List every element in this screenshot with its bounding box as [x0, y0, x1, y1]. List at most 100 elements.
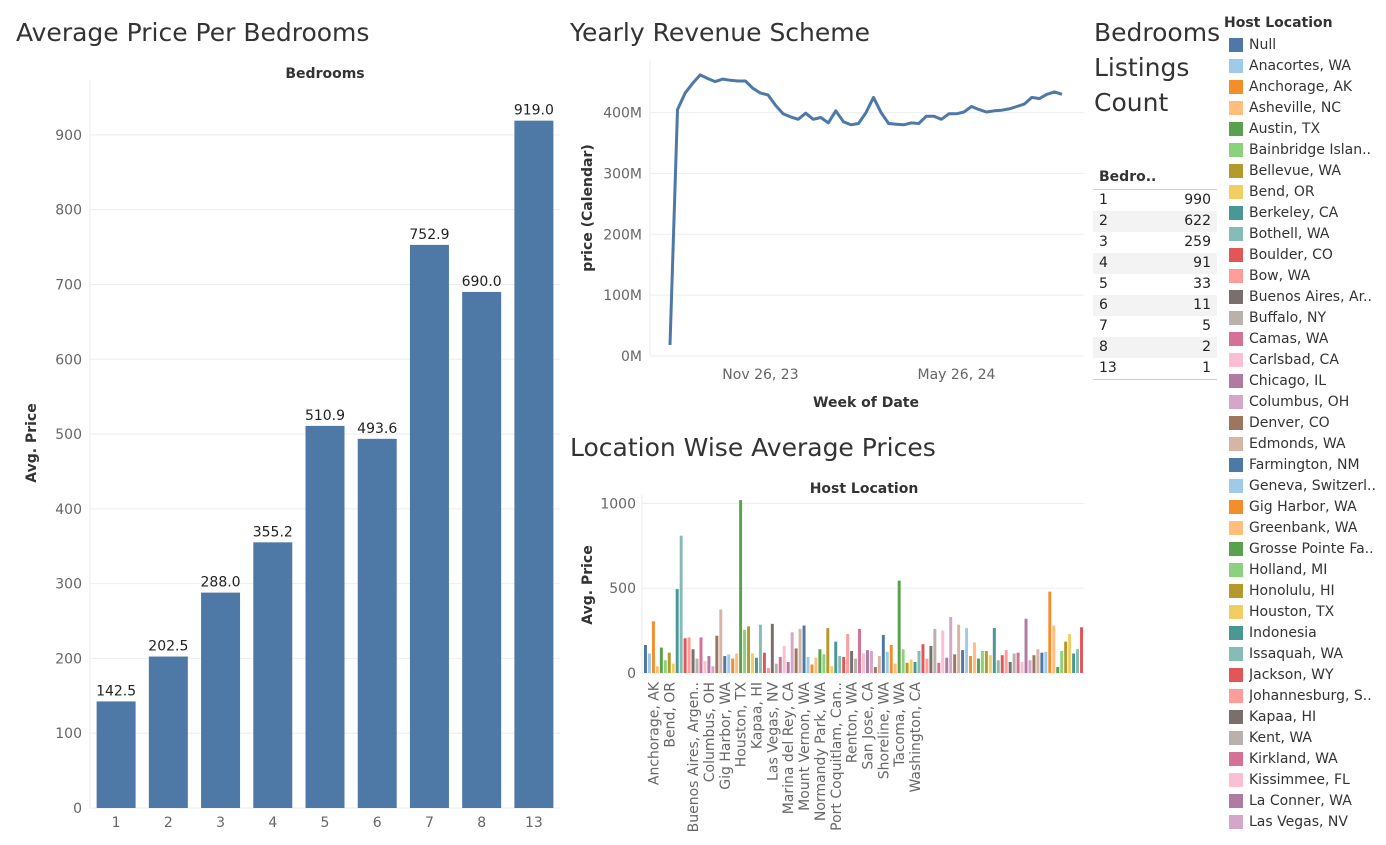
bar-bedrooms-7[interactable] [409, 244, 449, 808]
location-bar[interactable] [1052, 625, 1056, 673]
location-bar[interactable] [719, 609, 723, 673]
location-bar[interactable] [1064, 641, 1068, 673]
revenue-line-chart[interactable]: price (Calendar) Week of Date 0M 100M 200M… [560, 0, 1100, 420]
location-bar[interactable] [798, 628, 802, 673]
location-bar[interactable] [802, 625, 806, 673]
location-bar[interactable] [687, 637, 691, 673]
location-bar[interactable] [1016, 652, 1020, 673]
location-bar[interactable] [790, 632, 794, 673]
legend-item[interactable]: Columbus, OH [1224, 391, 1384, 412]
location-bar[interactable] [1056, 667, 1060, 673]
location-bar[interactable] [850, 650, 854, 673]
location-bar[interactable] [675, 589, 679, 673]
legend-item[interactable]: Boulder, CO [1224, 244, 1384, 265]
legend-item[interactable]: Bothell, WA [1224, 223, 1384, 244]
location-bar[interactable] [1072, 653, 1076, 673]
location-bar[interactable] [691, 649, 695, 673]
location-bar[interactable] [683, 638, 687, 673]
legend-item[interactable]: Null [1224, 34, 1384, 55]
location-bar[interactable] [980, 650, 984, 673]
location-bar[interactable] [889, 645, 893, 673]
location-bar[interactable] [822, 654, 826, 673]
location-bar-chart[interactable]: Host Location Avg. Price 0 500 1000 Anchor… [560, 465, 1100, 845]
legend-item[interactable]: Bellevue, WA [1224, 160, 1384, 181]
location-bar[interactable] [810, 664, 814, 673]
host-location-legend[interactable]: Host Location Null Anacortes, WA Anchorage… [1224, 14, 1384, 832]
location-bar[interactable] [1076, 649, 1080, 673]
legend-item[interactable]: Las Vegas, NV [1224, 811, 1384, 832]
location-bar[interactable] [976, 658, 980, 673]
location-bar[interactable] [794, 648, 798, 673]
legend-item[interactable]: Issaquah, WA [1224, 643, 1384, 664]
legend-item[interactable]: Anchorage, AK [1224, 76, 1384, 97]
location-bar[interactable] [897, 580, 901, 673]
location-bar[interactable] [762, 652, 766, 673]
legend-item[interactable]: Buffalo, NY [1224, 307, 1384, 328]
legend-item[interactable]: Berkeley, CA [1224, 202, 1384, 223]
location-bar[interactable] [766, 667, 770, 673]
legend-item[interactable]: Honolulu, HI [1224, 580, 1384, 601]
location-bar[interactable] [941, 630, 945, 673]
location-bar[interactable] [838, 656, 842, 673]
bar-bedrooms-3[interactable] [201, 592, 241, 808]
location-bar[interactable] [747, 626, 751, 673]
legend-item[interactable]: Gig Harbor, WA [1224, 496, 1384, 517]
location-bar[interactable] [651, 621, 655, 673]
bar-bedrooms-4[interactable] [253, 542, 293, 808]
location-bar[interactable] [854, 658, 858, 673]
location-bar[interactable] [842, 656, 846, 673]
location-bar[interactable] [893, 663, 897, 673]
legend-item[interactable]: Asheville, NC [1224, 97, 1384, 118]
location-bar[interactable] [659, 647, 663, 673]
location-bar[interactable] [913, 661, 917, 673]
location-bar[interactable] [774, 663, 778, 673]
bar-bedrooms-6[interactable] [357, 438, 397, 808]
location-bar[interactable] [814, 657, 818, 673]
location-bar[interactable] [699, 637, 703, 673]
bar-bedrooms-2[interactable] [148, 656, 188, 808]
location-bar[interactable] [667, 652, 671, 673]
location-bar[interactable] [826, 628, 830, 673]
location-bar[interactable] [862, 653, 865, 673]
location-bar[interactable] [1008, 661, 1012, 673]
location-bar[interactable] [1028, 660, 1032, 673]
legend-item[interactable]: Houston, TX [1224, 601, 1384, 622]
location-bar[interactable] [917, 650, 921, 673]
location-bar[interactable] [1032, 655, 1036, 673]
legend-item[interactable]: Buenos Aires, Ar.. [1224, 286, 1384, 307]
location-bar[interactable] [735, 653, 739, 673]
location-bar[interactable] [647, 653, 651, 673]
location-bar[interactable] [711, 666, 715, 673]
location-bar[interactable] [1080, 627, 1083, 673]
location-bar[interactable] [703, 661, 707, 673]
legend-item[interactable]: Kapaa, HI [1224, 706, 1384, 727]
location-bar[interactable] [1036, 649, 1040, 673]
location-bar[interactable] [723, 656, 727, 673]
location-bar[interactable] [929, 645, 933, 673]
location-bar[interactable] [1000, 655, 1004, 673]
location-bar[interactable] [905, 662, 909, 673]
legend-item[interactable]: Bainbridge Islan.. [1224, 139, 1384, 160]
location-bar[interactable] [992, 628, 996, 673]
legend-item[interactable]: Bow, WA [1224, 265, 1384, 286]
location-bar[interactable] [953, 654, 957, 673]
bar-bedrooms-8[interactable] [462, 291, 502, 808]
location-bar[interactable] [727, 654, 731, 673]
location-bar[interactable] [830, 666, 834, 673]
location-bar[interactable] [937, 662, 941, 673]
location-bar[interactable] [969, 656, 973, 673]
legend-item[interactable]: Johannesburg, S.. [1224, 685, 1384, 706]
avg-price-bar-chart[interactable]: Bedrooms Avg. Price 0 100 200 300 400 500 600 7… [0, 0, 560, 845]
location-bar[interactable] [743, 629, 747, 673]
location-bar[interactable] [1040, 652, 1044, 673]
location-bar[interactable] [786, 661, 790, 673]
legend-item[interactable]: Farmington, NM [1224, 454, 1384, 475]
location-bar[interactable] [1060, 650, 1064, 673]
location-bar[interactable] [1012, 653, 1016, 673]
legend-item[interactable]: Carlsbad, CA [1224, 349, 1384, 370]
location-bar[interactable] [961, 650, 965, 673]
location-bar[interactable] [806, 656, 810, 673]
location-bar[interactable] [739, 500, 743, 673]
location-bar[interactable] [881, 634, 885, 673]
location-bar[interactable] [695, 658, 699, 673]
